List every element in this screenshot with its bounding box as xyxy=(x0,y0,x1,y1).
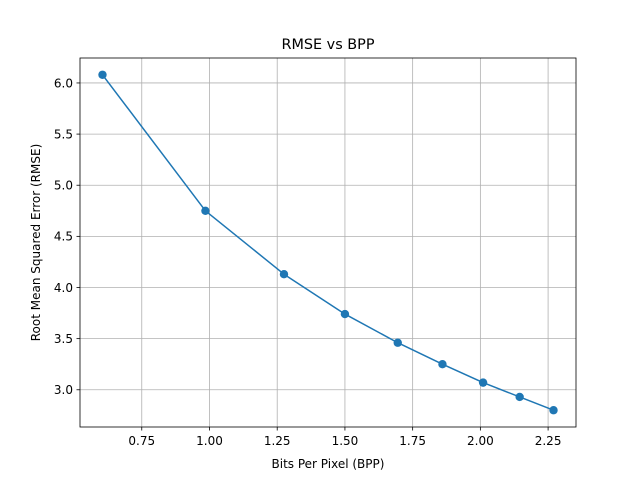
x-tick-label: 0.75 xyxy=(128,434,155,448)
plot-frame xyxy=(79,57,577,428)
data-point xyxy=(438,360,447,369)
x-tick-label: 1.25 xyxy=(264,434,291,448)
data-point xyxy=(478,378,488,387)
x-tick-label: 2.00 xyxy=(467,434,494,448)
x-tick-label: 2.25 xyxy=(535,434,562,448)
data-point xyxy=(515,392,524,402)
data-point xyxy=(98,70,107,79)
data-point xyxy=(279,270,289,279)
y-tick-label: 3.5 xyxy=(54,332,73,346)
y-tick-label: 6.0 xyxy=(54,76,73,90)
x-tick-label: 1.75 xyxy=(399,434,426,448)
y-axis-title: Root Mean Squared Error (RMSE) xyxy=(29,144,43,342)
y-tick-label: 4.0 xyxy=(54,281,73,295)
data-point xyxy=(201,206,210,215)
ticks: 0.75 1.00 1.25 1.50 1.75 2.00 2.25 3.0 3.5 4.0 4.5… xyxy=(54,76,562,448)
y-tick-label: 5.5 xyxy=(54,127,73,141)
y-tick-label: 3.0 xyxy=(54,383,73,397)
chart-title: RMSE vs BPP xyxy=(281,37,374,53)
series-layer xyxy=(98,70,558,415)
x-tick-label: 1.50 xyxy=(332,434,359,448)
y-tick-label: 5.0 xyxy=(54,179,73,193)
y-tick-label: 4.5 xyxy=(54,230,73,244)
data-point xyxy=(340,309,350,319)
data-point xyxy=(549,406,558,415)
x-tick-label: 1.00 xyxy=(196,434,223,448)
data-point xyxy=(393,338,402,347)
x-axis-title: Bits Per Pixel (BPP) xyxy=(272,457,385,471)
grid xyxy=(80,58,576,427)
